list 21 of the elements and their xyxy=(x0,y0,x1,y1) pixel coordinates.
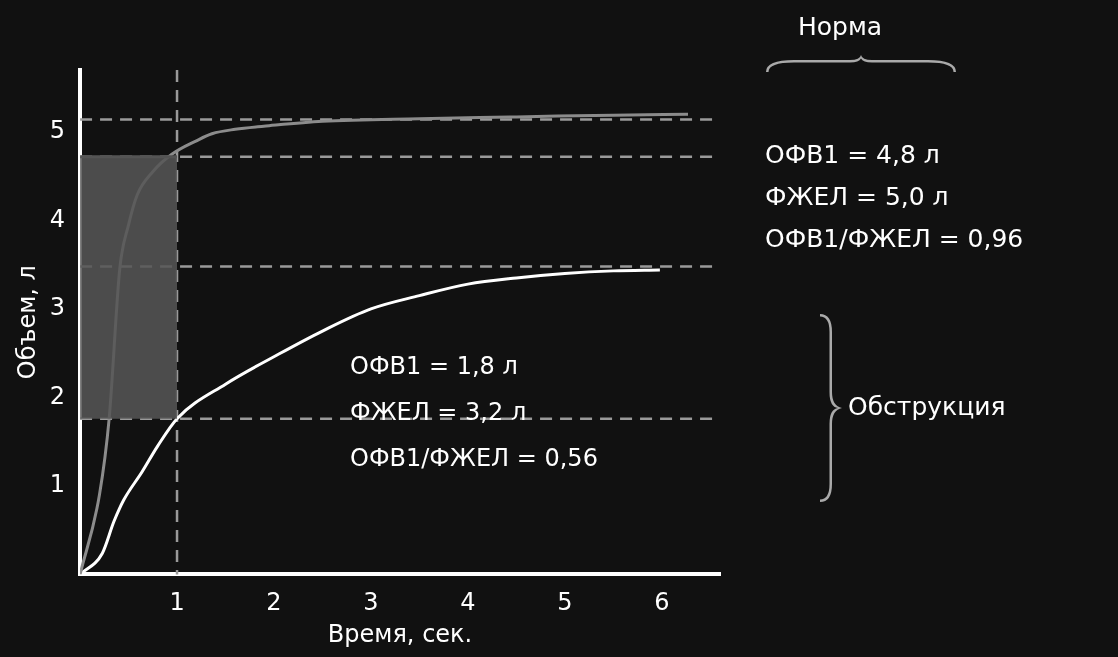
annotation: ОФВ1/ФЖЕЛ = 0,56 xyxy=(350,444,598,473)
x-tick-label: 2 xyxy=(266,588,282,617)
annotation: ОФВ1 = 1,8 л xyxy=(350,352,518,381)
annotation: ФЖЕЛ = 3,2 л xyxy=(350,398,527,427)
x-tick-label: 3 xyxy=(363,588,379,617)
x-tick-label: 4 xyxy=(460,588,476,617)
y-axis-title: Объем, л xyxy=(12,265,41,380)
text: Обструкция xyxy=(848,392,1006,421)
x-tick-label: 5 xyxy=(557,588,573,617)
text: ОФВ1 = 4,8 л xyxy=(765,140,940,169)
x-tick-label: 1 xyxy=(169,588,185,617)
y-tick-label: 2 xyxy=(49,381,66,410)
text: ФЖЕЛ = 5,0 л xyxy=(765,182,949,211)
y-tick-label: 4 xyxy=(49,204,66,233)
text: ОФВ1/ФЖЕЛ = 0,96 xyxy=(765,224,1024,253)
y-tick-label: 3 xyxy=(49,293,66,322)
text: Норма xyxy=(798,12,883,41)
y-tick-label: 5 xyxy=(49,116,66,145)
x-tick-label: 6 xyxy=(654,588,670,617)
y-tick-label: 1 xyxy=(49,470,66,499)
x-axis-title: Время, сек. xyxy=(327,619,473,648)
